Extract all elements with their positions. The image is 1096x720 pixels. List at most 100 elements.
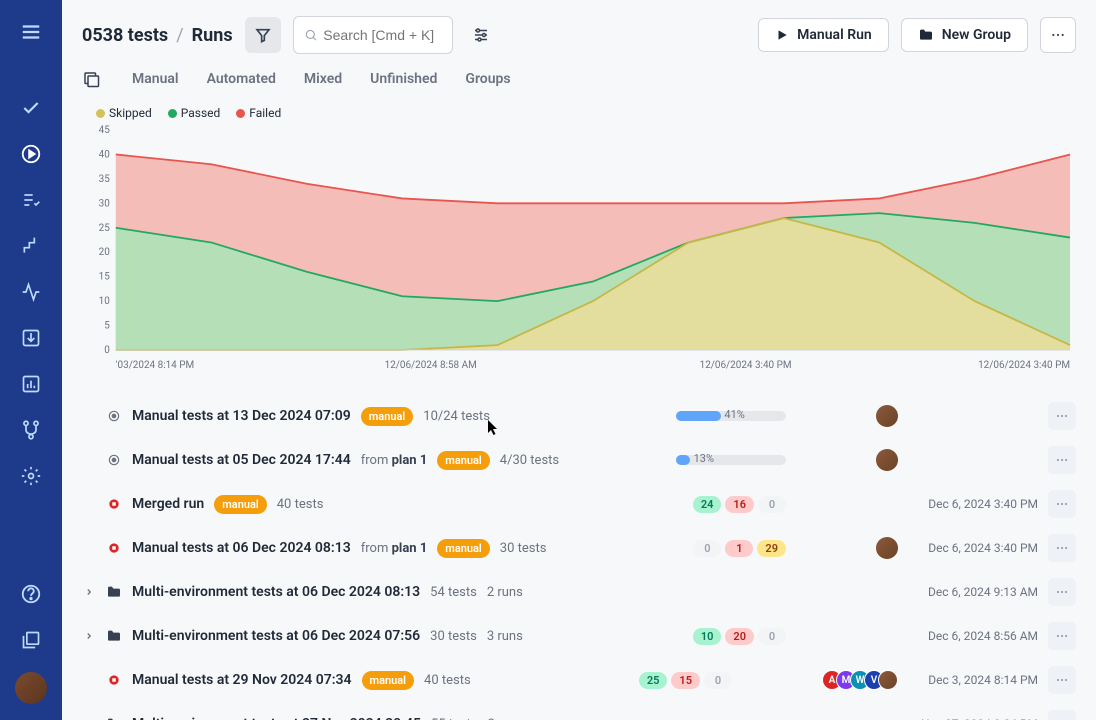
run-date: Dec 6, 2024 9:13 AM [908,585,1038,599]
assignee-avatar[interactable] [876,405,898,427]
pill-fail: 1 [725,540,753,557]
legend-failed-label: Failed [249,106,281,120]
svg-text:12/06/2024 3:40 PM: 12/06/2024 3:40 PM [978,360,1070,371]
manual-tag: manual [437,539,490,558]
run-row[interactable]: Manual tests at 13 Dec 2024 07:09manual1… [82,394,1076,438]
manual-run-button[interactable]: Manual Run [758,18,889,52]
expand-chevron[interactable] [82,587,96,597]
steps-icon[interactable] [17,232,45,260]
new-group-button[interactable]: New Group [901,18,1028,52]
run-type-icon [106,628,122,644]
row-more-button[interactable] [1048,666,1076,694]
pill-fail: 20 [725,628,754,645]
row-more-button[interactable] [1048,622,1076,650]
run-stats: 10/24 tests [423,409,490,424]
run-title: Multi-environment tests at 06 Dec 2024 0… [132,628,420,644]
overview-icon[interactable] [82,70,100,88]
run-count: 3 runs [487,629,523,644]
row-more-button[interactable] [1048,578,1076,606]
search-input[interactable] [323,27,441,43]
svg-text:0: 0 [104,345,110,356]
help-icon[interactable] [17,580,45,608]
breadcrumb-page: Runs [192,25,233,46]
adjust-button[interactable] [465,19,497,51]
runs-icon[interactable] [17,140,45,168]
manual-tag: manual [214,495,267,514]
row-more-button[interactable] [1048,710,1076,720]
run-row[interactable]: Multi-environment tests at 06 Dec 2024 0… [82,614,1076,658]
run-type-icon [106,540,122,556]
check-icon[interactable] [17,94,45,122]
run-row[interactable]: Multi-environment tests at 06 Dec 2024 0… [82,570,1076,614]
filter-button[interactable] [245,17,281,53]
svg-text:30: 30 [99,198,111,209]
svg-text:12/06/2024 3:40 PM: 12/06/2024 3:40 PM [700,360,792,371]
run-stats: 30 tests [500,541,547,556]
run-title: Multi-environment tests at 06 Dec 2024 0… [132,584,420,600]
chart: 454035302520151050'03/2024 8:14 PM12/06/… [82,124,1076,374]
branch-icon[interactable] [17,416,45,444]
breadcrumb: 0538 tests / Runs [82,25,233,46]
run-row[interactable]: Manual tests at 29 Nov 2024 07:34 manual 4… [82,658,1076,702]
legend-passed: Passed [168,106,221,120]
pill-skip: 0 [758,496,786,513]
svg-text:15: 15 [99,272,111,283]
tab-unfinished[interactable]: Unfinished [370,71,437,87]
run-type-icon [106,584,122,600]
svg-text:12/06/2024 8:58 AM: 12/06/2024 8:58 AM [385,360,477,371]
settings-icon[interactable] [17,462,45,490]
tab-automated[interactable]: Automated [207,71,276,87]
import-icon[interactable] [17,324,45,352]
library-icon[interactable] [17,626,45,654]
search-box[interactable] [293,16,453,54]
search-icon [304,27,318,43]
run-stats: 54 tests [430,585,477,600]
pill-skip: 0 [704,672,732,689]
assignee-avatar[interactable] [876,449,898,471]
run-stats: 40 tests [424,673,471,688]
run-type-icon [106,408,122,424]
tab-manual[interactable]: Manual [132,71,179,87]
run-row[interactable]: Manual tests at 06 Dec 2024 08:13from pl… [82,526,1076,570]
row-more-button[interactable] [1048,402,1076,430]
activity-icon[interactable] [17,278,45,306]
manual-tag: manual [362,671,415,690]
legend-skipped-label: Skipped [109,106,152,120]
legend-failed: Failed [236,106,281,120]
run-title: Merged run [132,496,204,512]
tab-mixed[interactable]: Mixed [304,71,342,87]
run-title: Manual tests at 06 Dec 2024 08:13 [132,540,351,556]
run-stats: 30 tests [430,629,477,644]
progress-bar: 13% [676,455,786,465]
pill-pass: 0 [693,540,721,557]
assignee-stack[interactable]: AMWV [822,670,898,690]
menu-icon[interactable] [17,18,45,46]
status-pills: 0129 [693,540,786,557]
svg-text:45: 45 [99,125,111,136]
run-type-icon [106,452,122,468]
run-source: from plan 1 [361,453,428,468]
breadcrumb-project[interactable]: 0538 tests [82,25,168,46]
run-title: Manual tests at 29 Nov 2024 07:34 [132,672,352,688]
expand-chevron[interactable] [82,631,96,641]
run-row[interactable]: Merged runmanual40 tests24160Dec 6, 2024… [82,482,1076,526]
tab-groups[interactable]: Groups [465,71,510,87]
tabs: Manual Automated Mixed Unfinished Groups [62,70,1096,100]
run-count: 3 runs [488,717,524,720]
run-row[interactable]: Manual tests at 05 Dec 2024 17:44from pl… [82,438,1076,482]
run-stats: 4/30 tests [500,453,559,468]
pill-fail: 15 [671,672,700,689]
assignee-avatar[interactable] [876,537,898,559]
list-check-icon[interactable] [17,186,45,214]
run-row[interactable]: Multi-environment tests at 27 Nov 2024 2… [82,702,1076,720]
row-more-button[interactable] [1048,534,1076,562]
legend-passed-label: Passed [181,106,221,120]
pill-pass: 24 [693,496,722,513]
run-type-icon [106,672,122,688]
row-more-button[interactable] [1048,490,1076,518]
dashboard-icon[interactable] [17,370,45,398]
user-avatar[interactable] [15,672,47,704]
run-stats: 40 tests [277,497,324,512]
row-more-button[interactable] [1048,446,1076,474]
topbar-more-button[interactable] [1040,17,1076,53]
